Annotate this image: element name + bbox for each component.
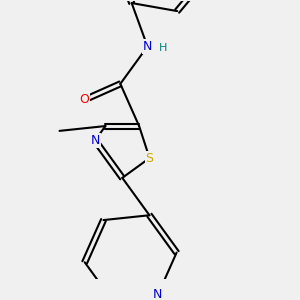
Text: S: S — [146, 152, 154, 165]
Text: O: O — [80, 93, 89, 106]
Text: H: H — [159, 43, 168, 53]
Text: N: N — [153, 288, 163, 300]
Text: N: N — [90, 134, 100, 147]
Text: N: N — [143, 40, 152, 53]
